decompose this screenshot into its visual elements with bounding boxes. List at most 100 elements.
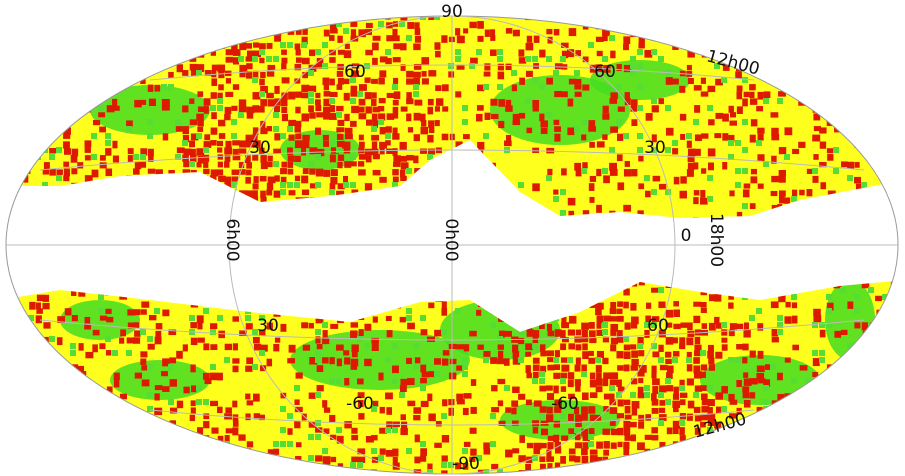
red-cell	[463, 203, 468, 208]
red-cell	[183, 30, 189, 35]
green-cell	[721, 406, 727, 412]
green-cell	[70, 196, 76, 202]
red-cell	[435, 51, 441, 57]
red-cell	[890, 43, 897, 51]
green-cell	[742, 0, 748, 6]
red-cell	[758, 92, 764, 100]
red-cell	[568, 211, 574, 218]
sky-map: 9012h00606030306h000h00018h003060-60-601…	[0, 0, 905, 476]
red-cell	[883, 450, 891, 456]
red-cell	[420, 448, 427, 456]
red-cell	[225, 407, 231, 413]
red-cell	[784, 197, 790, 203]
red-cell	[854, 322, 860, 328]
red-cell	[855, 64, 862, 70]
red-cell	[303, 288, 311, 293]
green-cell	[861, 21, 867, 27]
red-cell	[680, 399, 685, 405]
green-cell	[434, 371, 440, 377]
red-cell	[296, 49, 301, 55]
red-cell	[309, 323, 314, 329]
red-cell	[498, 72, 505, 80]
red-cell	[539, 317, 545, 324]
red-cell	[581, 134, 586, 140]
red-cell	[323, 309, 329, 317]
red-cell	[359, 154, 367, 160]
red-cell	[134, 330, 140, 336]
green-cell	[329, 98, 335, 104]
red-cell	[708, 119, 714, 125]
red-cell	[316, 294, 323, 301]
red-cell	[442, 435, 449, 443]
red-cell	[694, 190, 700, 195]
grid-label: 60	[594, 62, 616, 82]
green-cell	[14, 427, 20, 433]
green-cell	[763, 385, 769, 391]
red-cell	[708, 162, 714, 170]
green-cell	[553, 196, 559, 202]
red-cell	[681, 22, 686, 30]
red-cell	[554, 29, 560, 35]
red-cell	[701, 288, 707, 296]
red-cell	[603, 316, 611, 322]
red-cell	[191, 212, 197, 218]
red-cell	[807, 169, 813, 174]
red-cell	[595, 308, 602, 315]
red-cell	[380, 448, 386, 454]
green-cell	[245, 308, 251, 314]
red-cell	[428, 413, 435, 421]
red-cell	[707, 351, 714, 359]
red-cell	[385, 393, 393, 400]
grid-label: 60	[647, 316, 669, 336]
red-cell	[589, 183, 595, 191]
green-cell	[455, 56, 461, 62]
red-cell	[779, 147, 786, 154]
red-cell	[259, 79, 265, 86]
red-cell	[359, 329, 364, 336]
green-cell	[854, 434, 860, 440]
red-cell	[43, 71, 50, 78]
red-cell	[324, 407, 330, 412]
red-cell	[415, 357, 420, 363]
red-cell	[567, 288, 573, 293]
green-cell	[539, 371, 545, 377]
red-cell	[254, 176, 259, 183]
green-cell	[259, 49, 265, 55]
green-cell	[609, 385, 615, 391]
red-cell	[406, 203, 412, 210]
red-cell	[267, 183, 273, 190]
red-cell	[820, 436, 826, 442]
green-cell	[525, 56, 531, 62]
red-cell	[582, 84, 589, 90]
red-cell	[792, 316, 798, 324]
red-cell	[337, 436, 344, 444]
red-cell	[492, 1, 497, 8]
red-cell	[666, 36, 674, 42]
red-cell	[589, 338, 596, 343]
red-cell	[792, 190, 797, 197]
green-cell	[413, 84, 419, 90]
red-cell	[183, 344, 188, 351]
red-cell	[701, 372, 706, 378]
red-cell	[359, 142, 365, 148]
green-cell	[623, 133, 629, 139]
red-cell	[211, 37, 217, 43]
green-cell	[735, 357, 741, 363]
green-cell	[182, 203, 188, 209]
green-cell	[21, 0, 27, 6]
red-cell	[476, 114, 483, 122]
red-cell	[693, 302, 701, 307]
red-cell	[182, 105, 188, 112]
red-cell	[309, 281, 315, 287]
red-cell	[477, 105, 484, 111]
red-cell	[569, 449, 576, 455]
red-cell	[358, 196, 366, 203]
red-cell	[105, 148, 111, 156]
red-cell	[897, 86, 904, 94]
red-cell	[532, 183, 539, 191]
red-cell	[294, 399, 299, 405]
green-cell	[350, 462, 356, 468]
red-cell	[462, 218, 469, 225]
red-cell	[722, 35, 729, 43]
green-cell	[399, 392, 405, 398]
